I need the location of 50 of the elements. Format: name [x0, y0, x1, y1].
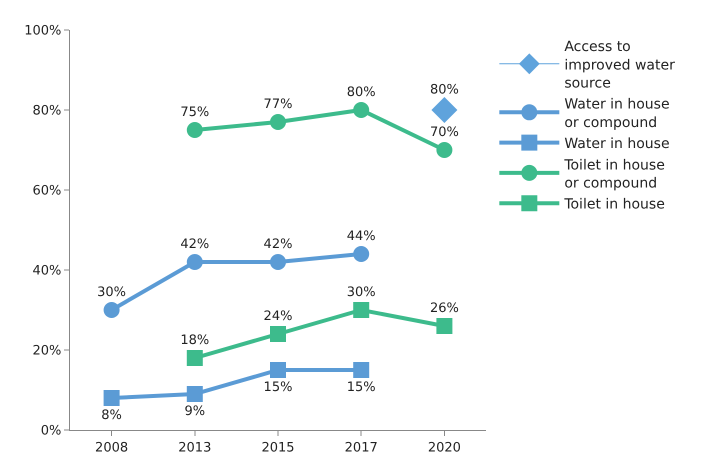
data-label: 8% — [101, 408, 122, 423]
legend-label: Access to improved water source — [564, 39, 676, 92]
point — [104, 390, 120, 406]
point — [436, 142, 452, 158]
point — [353, 246, 370, 262]
x-tick-label: 2020 — [428, 440, 461, 456]
y-tick-label: 80% — [32, 104, 62, 119]
point — [270, 362, 286, 378]
point — [353, 102, 370, 118]
x-tick-label: 2015 — [261, 440, 295, 456]
point — [104, 302, 120, 318]
point — [186, 122, 203, 138]
point — [186, 254, 203, 270]
point — [270, 114, 286, 130]
y-tick-label: 20% — [32, 344, 62, 359]
x-tick-label: 2017 — [344, 440, 378, 456]
data-label: 15% — [264, 380, 292, 395]
point — [270, 254, 286, 270]
data-label: 30% — [97, 284, 126, 300]
data-label: 80% — [430, 82, 459, 98]
x-tick-label: 2013 — [178, 440, 212, 456]
legend-label: Toilet in house — [563, 196, 665, 213]
point — [186, 350, 203, 366]
legend-label: Water in house — [564, 136, 670, 152]
point — [186, 386, 203, 402]
data-label: 26% — [430, 300, 459, 316]
point — [353, 362, 370, 378]
data-label: 70% — [430, 124, 459, 140]
data-label: 75% — [180, 104, 210, 120]
legend-label: Water in house or compound — [564, 96, 670, 131]
x-tick-label: 2008 — [95, 440, 128, 456]
data-label: 24% — [264, 308, 292, 324]
data-label: 42% — [180, 236, 210, 252]
data-label: 18% — [180, 332, 210, 348]
y-tick-label: 40% — [32, 264, 62, 279]
legend-label: Toilet in house or compound — [563, 157, 665, 192]
data-label: 77% — [264, 96, 292, 112]
point — [436, 318, 452, 334]
data-label: 42% — [264, 236, 292, 252]
data-label: 44% — [346, 228, 376, 244]
data-label: 9% — [184, 404, 206, 419]
y-tick-label: 100% — [24, 24, 62, 39]
point — [270, 326, 286, 342]
y-tick-label: 0% — [40, 424, 62, 439]
data-label: 30% — [346, 284, 376, 300]
point — [353, 302, 370, 318]
y-tick-label: 60% — [32, 184, 62, 199]
data-label: 80% — [346, 84, 376, 100]
data-label: 15% — [346, 380, 376, 395]
point — [431, 97, 458, 123]
